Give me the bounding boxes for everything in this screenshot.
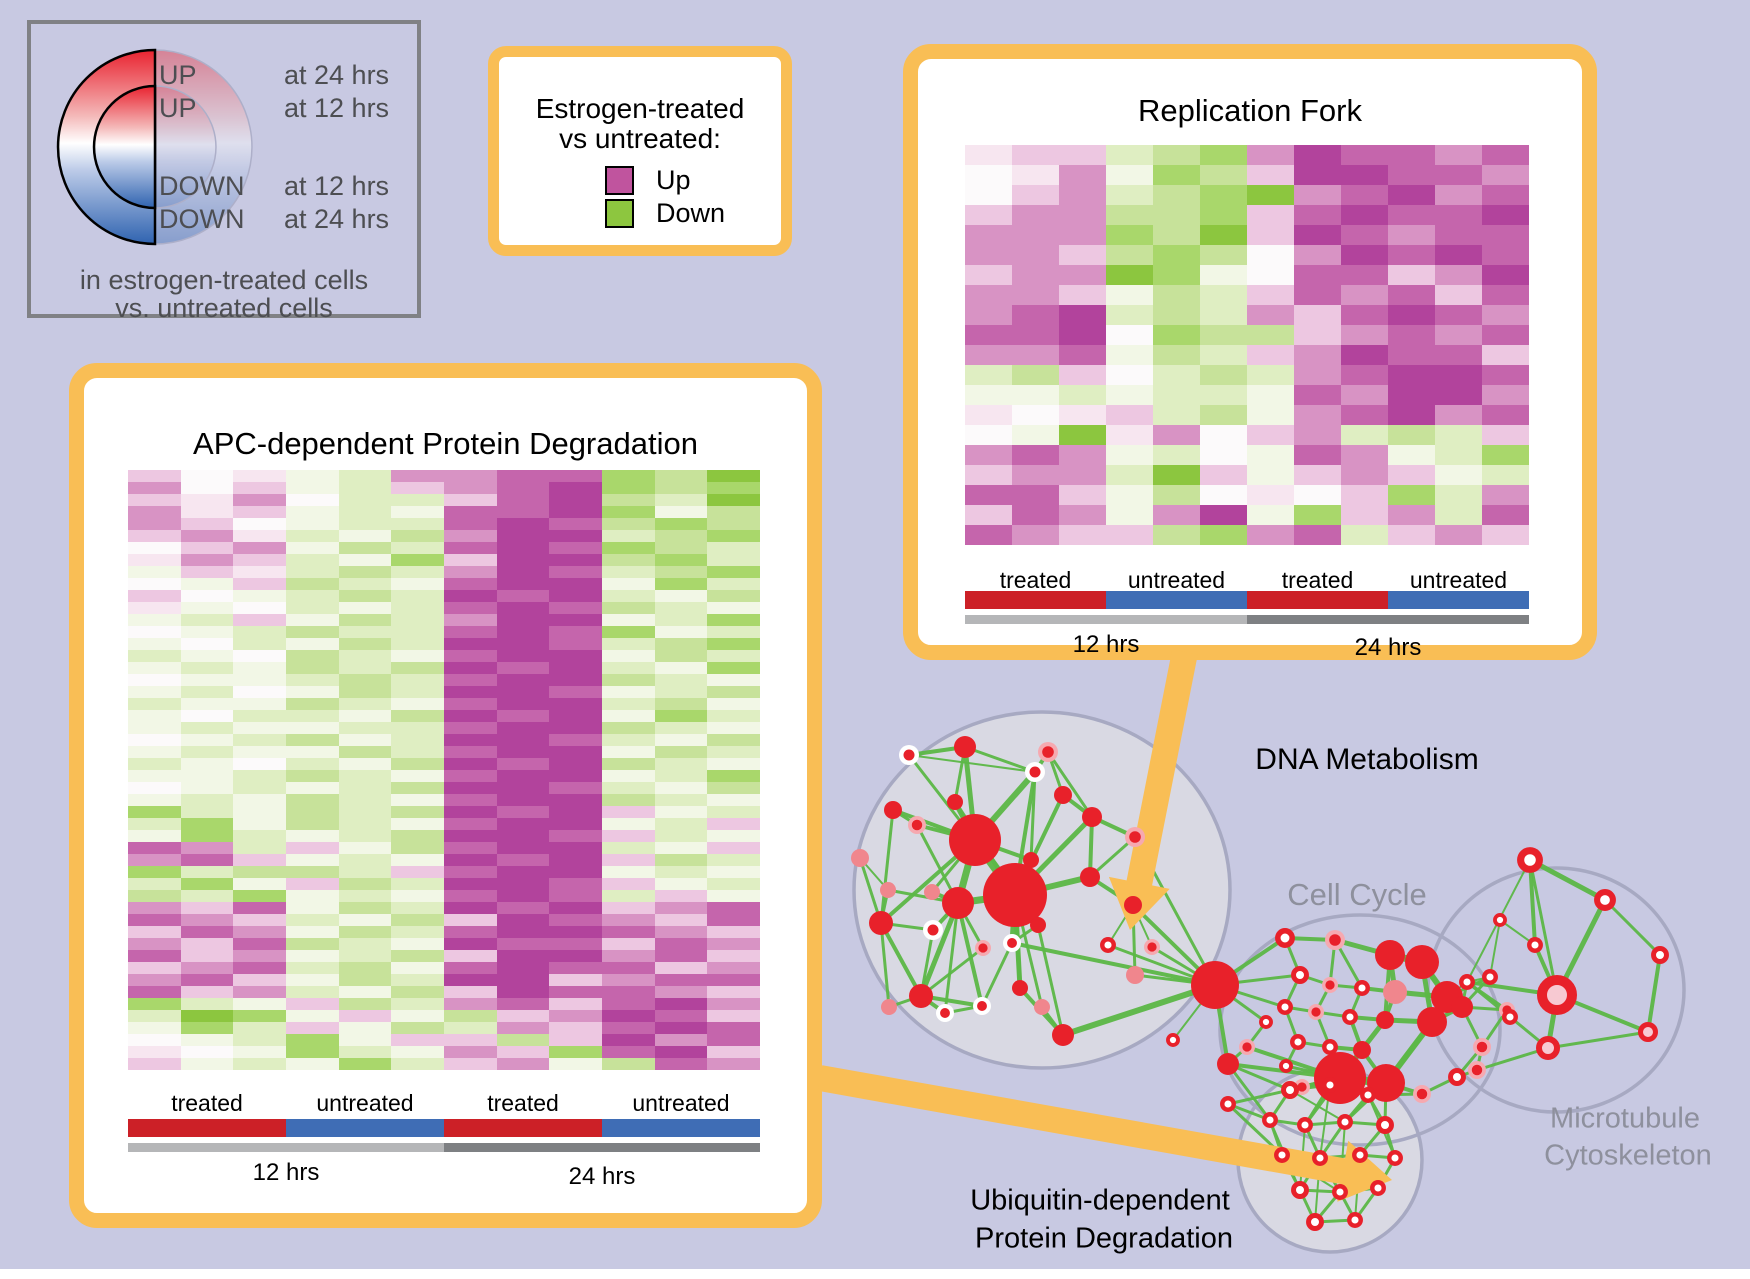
bottom-margin [0, 1269, 1750, 1279]
apc-24hrs-label: 24 hrs [568, 1163, 636, 1190]
cluster-label-cell-cycle: Cell Cycle [1287, 877, 1427, 912]
ring-legend-note-line1: in estrogen-treated cells [79, 265, 369, 295]
updown-legend-title-line1: Estrogen-treated [535, 93, 745, 124]
legend-item-up: Up [605, 165, 691, 196]
cluster-label-microtubule-line1: Microtubule [1550, 1102, 1700, 1135]
down-color-swatch [605, 199, 634, 228]
ring-direction-label: UP [159, 60, 197, 90]
rf-condition-bars [965, 591, 1529, 609]
apc-group-labels: treated untreated treated untreated [128, 1090, 760, 1117]
apc-panel-title: APC-dependent Protein Degradation [193, 426, 698, 461]
updown-legend-box: Estrogen-treated vs untreated: Up Down [488, 46, 792, 256]
group-label: untreated [632, 1090, 730, 1116]
apc-heatmap-panel: APC-dependent Protein Degradation treate… [69, 363, 822, 1228]
legend-item-down: Down [605, 198, 725, 229]
rf-heatmap-panel: Replication Fork treated untreated treat… [903, 44, 1597, 661]
group-label: treated [171, 1090, 243, 1116]
ring-direction-label: DOWN [159, 171, 245, 201]
cluster-label-microtubule-line2: Cytoskeleton [1544, 1139, 1712, 1172]
rf-12hrs-label: 12 hrs [1072, 631, 1140, 658]
ring-time-label: at 12 hrs [284, 171, 390, 201]
rf-heatmap [965, 145, 1529, 545]
group-label: treated [487, 1090, 559, 1116]
group-label: untreated [316, 1090, 414, 1116]
up-label: Up [656, 165, 691, 195]
ring-time-label: at 24 hrs [284, 204, 390, 234]
updown-legend-title-line2: vs untreated: [559, 123, 721, 154]
apc-condition-bars [128, 1119, 760, 1137]
rf-time-bar [965, 615, 1529, 624]
ring-gradient-icon [56, 48, 253, 246]
up-color-swatch [605, 166, 634, 195]
down-label: Down [656, 198, 726, 228]
group-label: untreated [1127, 567, 1226, 593]
group-label: treated [999, 567, 1072, 593]
group-label: untreated [1409, 567, 1508, 593]
ring-direction-label: UP [159, 93, 197, 123]
rf-panel-title: Replication Fork [1138, 93, 1362, 128]
ring-time-label: at 12 hrs [284, 93, 390, 123]
rf-24hrs-label: 24 hrs [1354, 634, 1422, 661]
ring-legend-note-line2: vs. untreated cells [115, 293, 333, 323]
cluster-label-dna-metabolism: DNA Metabolism [1255, 743, 1479, 776]
cluster-label-ubiquitin-line1: Ubiquitin-dependent [970, 1184, 1230, 1217]
ring-time-label: at 24 hrs [284, 60, 390, 90]
apc-12hrs-label: 12 hrs [252, 1159, 320, 1186]
ring-direction-label: DOWN [159, 204, 245, 234]
apc-heatmap [128, 470, 760, 1070]
ring-legend-box: UP at 24 hrs UP at 12 hrs DOWN at 12 hrs… [27, 20, 421, 323]
cluster-label-ubiquitin-line2: Protein Degradation [975, 1222, 1233, 1255]
group-label: treated [1281, 567, 1354, 593]
apc-time-bar [128, 1143, 760, 1152]
rf-group-labels: treated untreated treated untreated [965, 567, 1529, 594]
